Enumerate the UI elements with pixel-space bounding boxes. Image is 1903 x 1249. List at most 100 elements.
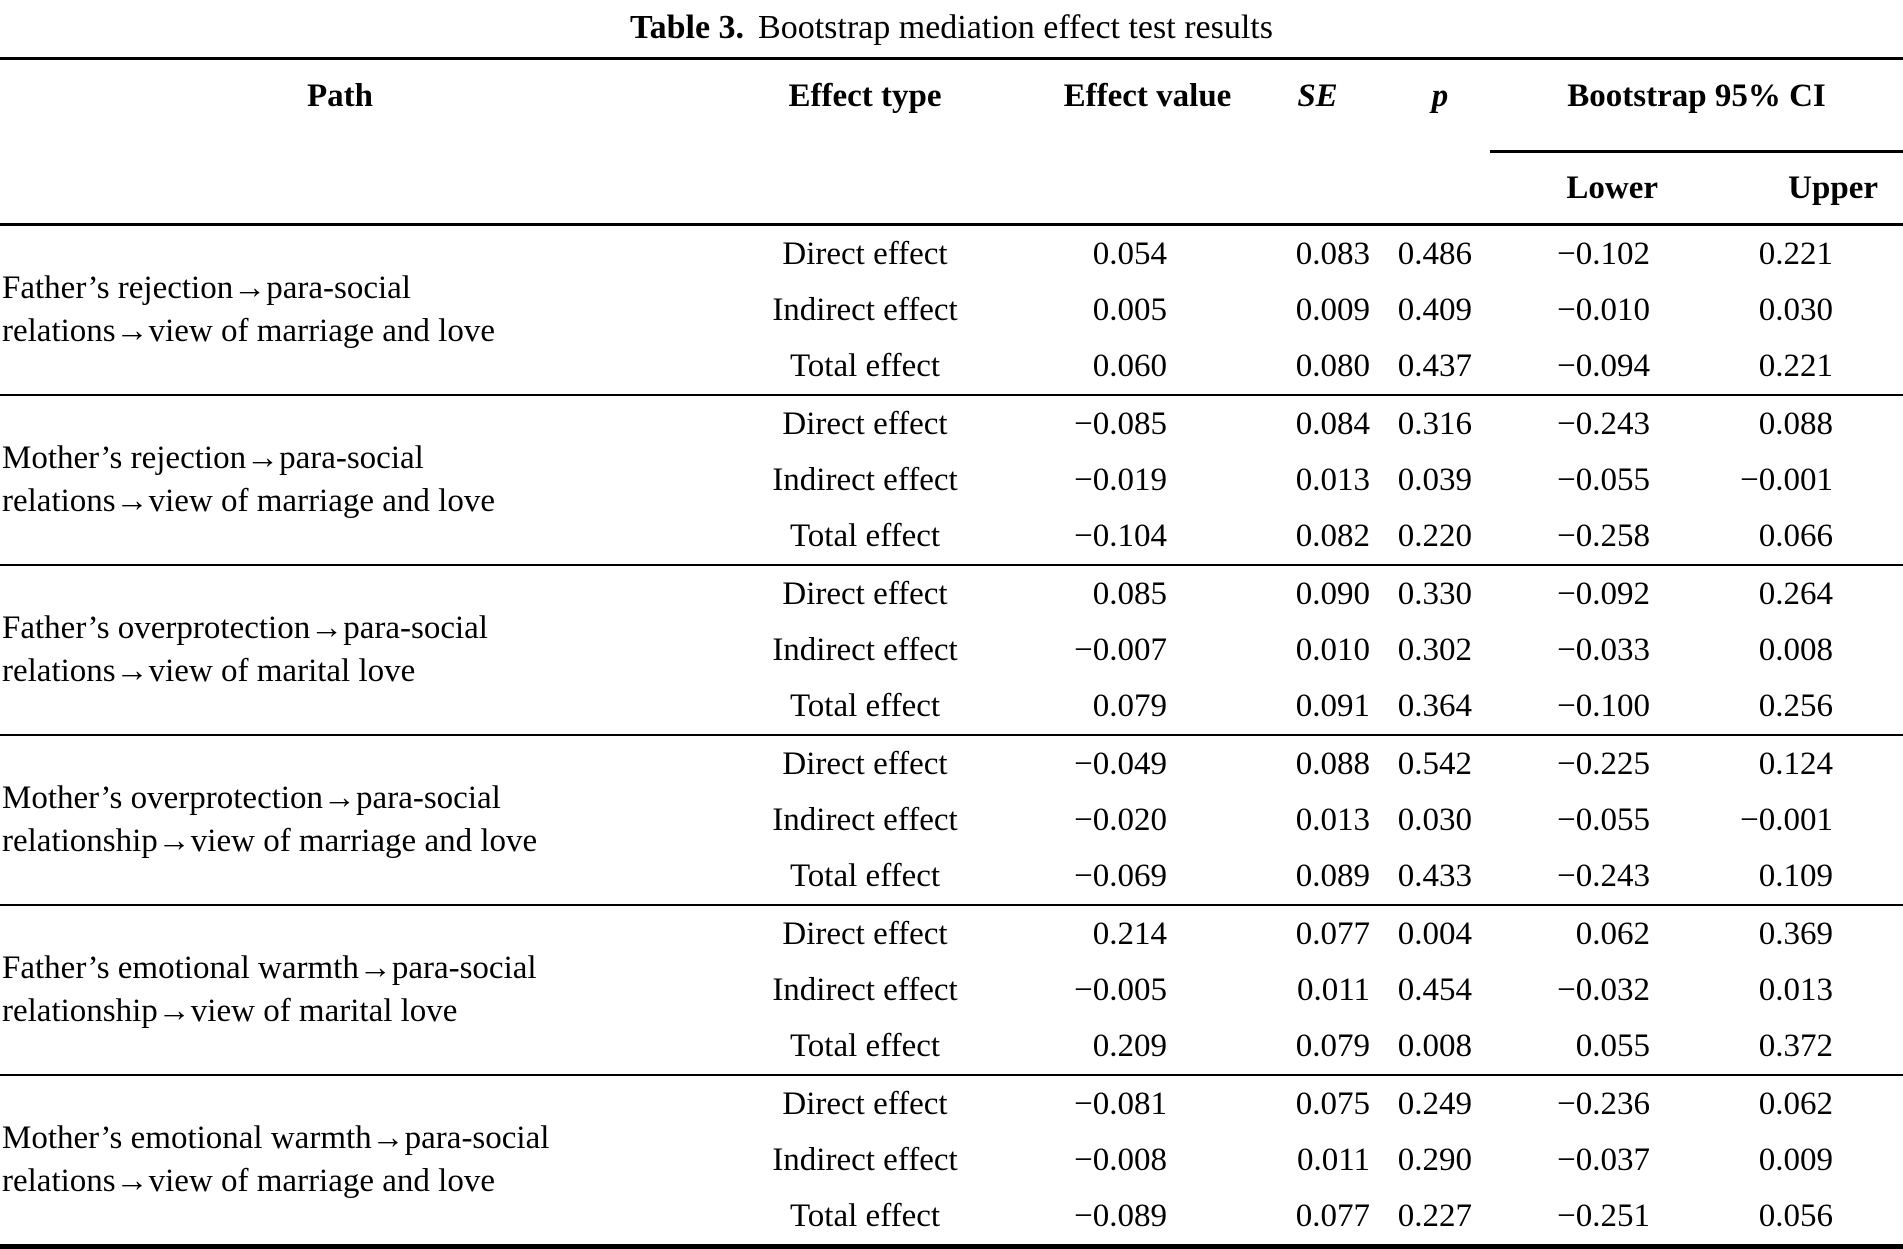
effect-value-cell: 0.214 (1092, 915, 1167, 952)
se-cell: 0.013 (1295, 461, 1370, 498)
effect-type-cell: Indirect effect (772, 461, 958, 498)
effect-type-cell: Indirect effect (772, 631, 958, 668)
ci-lower-cell: −0.037 (1557, 1141, 1650, 1178)
header-effect-value: Effect value (1063, 78, 1232, 114)
ci-lower-cell: −0.100 (1557, 687, 1650, 724)
effect-type-cell: Direct effect (782, 575, 948, 612)
header-p: p (1431, 78, 1449, 114)
path-group: Father’s rejection→para-social relations… (0, 225, 1903, 396)
p-cell: 0.302 (1397, 631, 1472, 668)
table-row: Mother’s emotional warmth→para-social re… (0, 1075, 1903, 1200)
ci-lower-cell: −0.033 (1557, 631, 1650, 668)
effect-type-cell: Indirect effect (772, 801, 958, 838)
p-cell: 0.542 (1397, 745, 1472, 782)
table-caption: Table 3. Bootstrap mediation effect test … (0, 0, 1903, 57)
se-cell: 0.011 (1296, 1141, 1370, 1178)
se-cell: 0.083 (1295, 235, 1370, 272)
ci-lower-cell: −0.102 (1557, 235, 1650, 272)
p-cell: 0.249 (1397, 1085, 1472, 1122)
effect-value-cell: 0.005 (1092, 291, 1167, 328)
header-ci-lower: Lower (1566, 169, 1658, 206)
ci-upper-cell: 0.372 (1758, 1027, 1834, 1064)
effect-type-cell: Direct effect (782, 915, 948, 952)
path-group: Mother’s emotional warmth→para-social re… (0, 1075, 1903, 1247)
table-row: Father’s emotional warmth→para-social re… (0, 905, 1903, 1030)
header-se: SE (1297, 78, 1338, 114)
p-cell: 0.290 (1397, 1141, 1472, 1178)
p-cell: 0.039 (1397, 461, 1472, 498)
ci-upper-cell: 0.066 (1758, 517, 1834, 554)
header-ci-upper: Upper (1788, 169, 1879, 206)
ci-upper-cell: 0.009 (1758, 1141, 1834, 1178)
effect-value-cell: −0.085 (1074, 405, 1167, 442)
header-row-main: Path Effect type Effect value SE p Boots… (0, 58, 1903, 153)
effect-type-cell: Total effect (789, 857, 941, 894)
table-row: Indirect effect −0.019 0.013 0.039 −0.055 −0.… (0, 452, 1903, 508)
path-cell: Mother’s emotional warmth→para-social re… (2, 1120, 550, 1199)
ci-lower-cell: −0.032 (1557, 971, 1650, 1008)
se-cell: 0.079 (1295, 1027, 1370, 1064)
effect-value-cell: −0.049 (1074, 745, 1167, 782)
table-row: Indirect effect −0.005 0.011 0.454 −0.032 0.0… (0, 962, 1903, 1018)
ci-lower-cell: −0.055 (1557, 801, 1650, 838)
path-cell: Mother’s overprotection→para-social rela… (2, 780, 538, 859)
ci-lower-cell: 0.062 (1575, 915, 1650, 952)
effect-value-cell: −0.020 (1074, 801, 1167, 838)
ci-upper-cell: 0.030 (1758, 291, 1834, 328)
ci-lower-cell: 0.055 (1575, 1027, 1650, 1064)
se-cell: 0.013 (1295, 801, 1370, 838)
effect-value-cell: 0.085 (1092, 575, 1167, 612)
ci-upper-cell: 0.088 (1758, 405, 1834, 442)
ci-lower-cell: −0.243 (1557, 405, 1650, 442)
se-cell: 0.080 (1295, 347, 1370, 384)
effect-type-cell: Total effect (789, 517, 941, 554)
effect-type-cell: Indirect effect (772, 1141, 958, 1178)
effect-type-cell: Total effect (789, 347, 941, 384)
table-row: Total effect −0.104 0.082 0.220 −0.258 0.066 (0, 508, 1903, 565)
se-cell: 0.011 (1296, 971, 1370, 1008)
effect-type-cell: Indirect effect (772, 971, 958, 1008)
table-row: Indirect effect −0.020 0.013 0.030 −0.055 −0.… (0, 792, 1903, 848)
table-row: Total effect 0.209 0.079 0.008 0.055 0.372 (0, 1018, 1903, 1075)
effect-type-cell: Total effect (789, 687, 941, 724)
effect-value-cell: −0.069 (1074, 857, 1167, 894)
ci-lower-cell: −0.010 (1557, 291, 1650, 328)
effect-type-cell: Total effect (789, 1027, 941, 1064)
se-cell: 0.091 (1295, 687, 1370, 724)
ci-lower-cell: −0.094 (1557, 347, 1650, 384)
ci-upper-cell: 0.056 (1758, 1197, 1834, 1234)
ci-upper-cell: 0.013 (1758, 971, 1834, 1008)
path-group: Father’s emotional warmth→para-social re… (0, 905, 1903, 1075)
p-cell: 0.437 (1397, 347, 1472, 384)
p-cell: 0.486 (1397, 235, 1472, 272)
effect-value-cell: 0.060 (1092, 347, 1167, 384)
ci-upper-cell: 0.256 (1758, 687, 1834, 724)
effect-value-cell: −0.019 (1074, 461, 1167, 498)
effect-value-cell: 0.054 (1092, 235, 1167, 272)
header-effect-type: Effect type (788, 78, 942, 114)
effect-type-cell: Direct effect (782, 1085, 948, 1122)
ci-upper-cell: 0.221 (1758, 235, 1834, 272)
se-cell: 0.089 (1295, 857, 1370, 894)
p-cell: 0.330 (1397, 575, 1472, 612)
se-cell: 0.090 (1295, 575, 1370, 612)
p-cell: 0.220 (1397, 517, 1472, 554)
results-table: Path Effect type Effect value SE p Boots… (0, 57, 1903, 1249)
header-bootstrap-ci: Bootstrap 95% CI (1490, 58, 1903, 153)
p-cell: 0.433 (1397, 857, 1472, 894)
table-row: Total effect 0.079 0.091 0.364 −0.100 0.256 (0, 678, 1903, 735)
p-cell: 0.004 (1397, 915, 1472, 952)
effect-value-cell: −0.104 (1074, 517, 1167, 554)
ci-lower-cell: −0.092 (1557, 575, 1650, 612)
ci-upper-cell: −0.001 (1740, 461, 1834, 498)
table-row: Father’s rejection→para-social relations… (0, 225, 1903, 350)
se-cell: 0.077 (1295, 915, 1370, 952)
ci-lower-cell: −0.251 (1557, 1197, 1650, 1234)
table-row: Indirect effect −0.007 0.010 0.302 −0.033 0.0… (0, 622, 1903, 678)
ci-lower-cell: −0.225 (1557, 745, 1650, 782)
p-cell: 0.008 (1397, 1027, 1472, 1064)
table-caption-text: Bootstrap mediation effect test results (758, 9, 1273, 46)
effect-type-cell: Direct effect (782, 405, 948, 442)
ci-lower-cell: −0.236 (1557, 1085, 1650, 1122)
ci-upper-cell: 0.221 (1758, 347, 1834, 384)
